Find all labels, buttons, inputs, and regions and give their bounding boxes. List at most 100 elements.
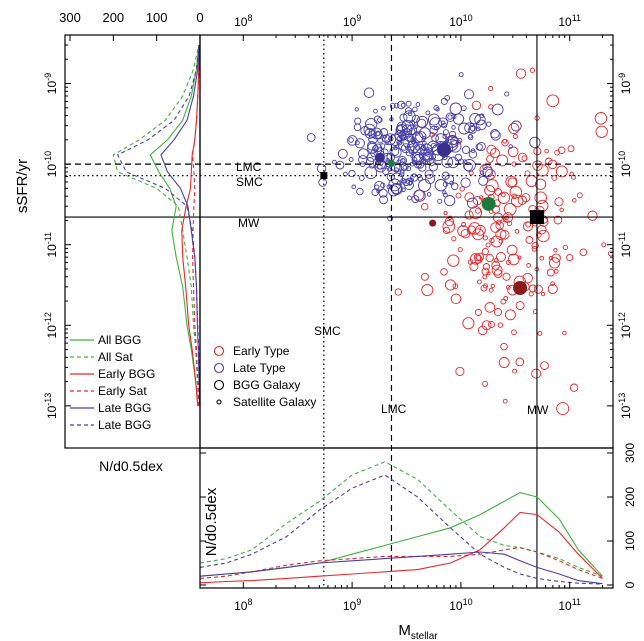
- bottom-count-tick-label: 100: [623, 531, 637, 551]
- scatter-point-early: [534, 178, 547, 190]
- scatter-point-early: [507, 146, 519, 158]
- y-tick-label-left-group: 10-10: [43, 151, 59, 177]
- x-tick-label-bottom: 1011: [558, 597, 581, 613]
- x-tick-label-bottom-exponent: 8: [247, 597, 252, 607]
- scatter-point-late: [458, 122, 471, 135]
- scatter-point-late: [442, 190, 447, 195]
- scatter-point-late: [378, 188, 388, 198]
- scatter-point-late: [335, 160, 345, 170]
- scatter-point-early: [569, 171, 575, 177]
- marker-circle-3: [481, 196, 496, 211]
- scatter-point-early: [447, 215, 453, 220]
- x-tick-label-top: 108: [234, 13, 252, 29]
- scatter-point-late: [410, 138, 417, 145]
- bottom-count-tick-label: 200: [623, 487, 637, 507]
- scatter-point-early: [478, 195, 484, 200]
- left-legend-label-1: All Sat: [98, 350, 133, 364]
- scatter-point-late: [416, 118, 427, 129]
- y-tick-label-left-base: 10: [45, 81, 59, 95]
- scatter-point-late: [389, 102, 396, 109]
- scatter-point-late: [403, 110, 416, 123]
- scatter-point-late: [363, 123, 376, 136]
- scatter-point-late: [399, 113, 408, 122]
- scatter-point-late: [411, 114, 420, 123]
- scatter-point-early: [450, 293, 462, 305]
- scatter-point-early: [476, 279, 482, 285]
- scatter-point-late: [508, 144, 513, 149]
- scatter-point-late: [360, 126, 370, 136]
- scatter-point-early: [514, 228, 520, 234]
- bottom-series-line-4: [200, 551, 603, 585]
- scatter-point-late: [404, 145, 410, 150]
- scatter-point-early: [440, 268, 448, 276]
- main-legend-marker-0: [213, 345, 225, 357]
- left-legend-label-3: Early Sat: [98, 384, 147, 398]
- y-tick-label-left-exponent: -9: [43, 73, 53, 81]
- scatter-point-early: [507, 177, 518, 187]
- scatter-point-early: [468, 222, 481, 235]
- scatter-point-late: [510, 120, 522, 132]
- marker-circle-5: [374, 152, 385, 163]
- y-tick-label-right-group: 10-11: [617, 232, 633, 258]
- scatter-point-early: [537, 330, 543, 336]
- y-tick-label-right-exponent: -10: [617, 151, 627, 164]
- scatter-point-early: [455, 192, 462, 199]
- scatter-point-late: [469, 112, 481, 125]
- scatter-point-late: [463, 159, 476, 172]
- scatter-point-early: [451, 236, 457, 242]
- scatter-point-late: [398, 171, 405, 178]
- scatter-point-late: [379, 143, 386, 149]
- main-legend-label-2: BGG Galaxy: [233, 378, 300, 392]
- bottom-count-tick-label-group: 0: [623, 581, 637, 588]
- scatter-point-late: [441, 122, 448, 129]
- scatter-point-early: [557, 146, 566, 155]
- scatter-point-early: [522, 272, 533, 284]
- x-tick-label-bottom-exponent: 11: [572, 597, 581, 607]
- y-tick-label-right-exponent: -11: [617, 232, 627, 244]
- y-tick-label-right-exponent: -9: [617, 73, 627, 81]
- x-axis-title-bottom-subscript: stellar: [411, 631, 438, 641]
- scatter-point-late: [475, 119, 487, 131]
- scatter-point-early: [601, 242, 607, 248]
- y-tick-label-left: 10-12: [43, 312, 59, 338]
- scatter-point-early: [548, 257, 561, 269]
- scatter-point-late: [406, 140, 420, 154]
- scatter-point-late: [463, 162, 473, 172]
- scatter-point-late: [354, 138, 365, 149]
- scatter-point-late: [373, 115, 382, 124]
- scatter-point-early: [485, 253, 494, 263]
- scatter-point-early: [595, 125, 608, 138]
- scatter-point-late: [442, 192, 448, 198]
- scatter-point-late: [388, 185, 400, 197]
- scatter-point-late: [444, 174, 455, 185]
- scatter-point-early: [493, 269, 503, 278]
- main-legend-marker-2: [213, 379, 225, 391]
- y-axis-title-main: sSFR/yr: [14, 159, 31, 213]
- scatter-point-late: [447, 135, 458, 146]
- x-tick-label-top-exponent: 9: [356, 13, 361, 23]
- x-tick-label-top-base: 10: [558, 15, 572, 29]
- scatter-point-early: [490, 235, 503, 248]
- y-tick-label-right-base: 10: [619, 81, 633, 95]
- scatter-point-late: [370, 127, 383, 140]
- scatter-point-late: [368, 130, 377, 139]
- y-tick-label-right: 10-13: [617, 393, 633, 419]
- y-tick-label-left-exponent: -12: [43, 312, 53, 325]
- scatter-point-early: [484, 301, 496, 313]
- left-histogram-lines: [112, 44, 200, 406]
- bottom-count-tick-label-group: 300: [623, 443, 637, 463]
- y-tick-label-left: 10-9: [43, 73, 59, 94]
- scatter-point-late: [468, 134, 473, 139]
- bottom-series-line-5: [200, 474, 603, 585]
- scatter-point-early: [487, 320, 496, 329]
- scatter-point-early: [464, 192, 475, 203]
- scatter-point-early: [497, 191, 511, 204]
- scatter-point-early: [471, 100, 482, 111]
- scatter-point-late: [373, 180, 385, 192]
- scatter-point-early: [504, 309, 516, 321]
- scatter-point-late: [504, 91, 510, 97]
- scatter-point-late: [389, 133, 402, 146]
- y-tick-label-left: 10-10: [43, 151, 59, 177]
- scatter-point-late: [476, 141, 486, 152]
- scatter-point-early: [533, 284, 543, 294]
